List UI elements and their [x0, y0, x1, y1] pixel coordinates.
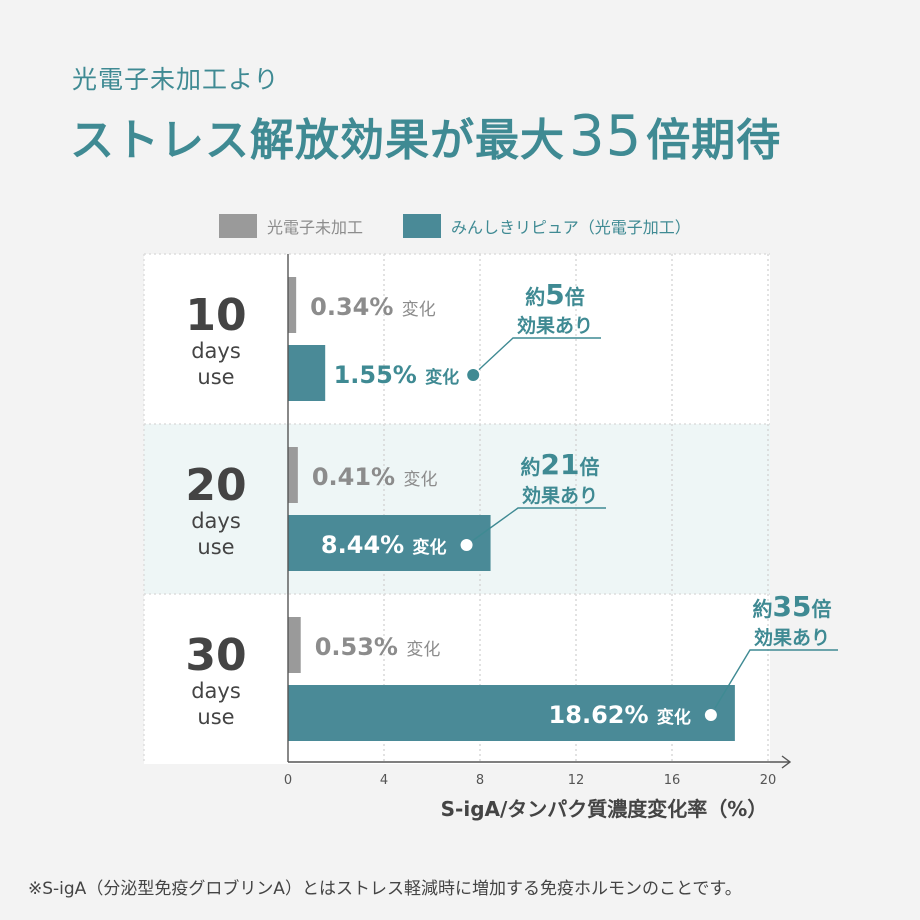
x-tick-label-16: 16	[664, 773, 681, 788]
callout-dot-1	[465, 367, 482, 383]
bar-gray-3	[288, 617, 301, 673]
category-unit-use-1: use	[197, 365, 234, 389]
category-unit-days-2: days	[191, 509, 241, 533]
legend-label-gray: 光電子未加工	[267, 218, 364, 237]
value-label-teal-3: 18.62% 変化	[549, 701, 691, 729]
x-tick-label-20: 20	[760, 773, 777, 788]
category-number-3: 30	[185, 630, 246, 681]
value-label-gray-3: 0.53% 変化	[315, 633, 441, 661]
bar-teal-1	[288, 345, 326, 401]
value-label-teal-2: 8.44% 変化	[321, 531, 447, 559]
title-number: 35	[569, 104, 643, 169]
x-axis-arrow	[781, 755, 792, 769]
x-axis-title: S-igA/タンパク質濃度変化率（%）	[441, 797, 768, 821]
category-unit-days-1: days	[191, 339, 241, 363]
legend-swatch-gray	[219, 214, 257, 238]
callout-line-3	[710, 649, 838, 716]
bar-gray-2	[288, 447, 298, 503]
callout-line-1	[472, 337, 601, 376]
category-unit-days-3: days	[191, 679, 241, 703]
callout-effect-2: 効果あり	[522, 484, 598, 507]
bar-teal-2	[288, 515, 491, 571]
value-label-teal-1: 1.55% 変化	[334, 361, 460, 389]
callout-effect-3: 効果あり	[754, 626, 830, 649]
bar-gray-1	[288, 277, 297, 333]
category-number-2: 20	[185, 460, 246, 511]
x-tick-label-8: 8	[476, 773, 484, 788]
row-background-1	[144, 254, 770, 424]
x-tick-label-4: 4	[380, 773, 388, 788]
callout-line-2	[466, 507, 606, 546]
title-post: 倍期待	[646, 115, 782, 166]
callout-ratio-1: 約5倍	[525, 278, 584, 311]
x-tick-label-12: 12	[568, 773, 585, 788]
x-tick-label-0: 0	[284, 773, 292, 788]
callout-dot-2	[458, 537, 475, 553]
callout-effect-1: 効果あり	[517, 314, 593, 337]
header-subtitle: 光電子未加工より	[72, 65, 280, 94]
header-title: ストレス解放効果が最大35倍期待	[70, 104, 781, 169]
chart-legend: 光電子未加工 みんしきリピュア（光電子加工）	[219, 214, 731, 238]
legend-label-teal: みんしきリピュア（光電子加工）	[451, 218, 691, 237]
bar-teal-3	[288, 685, 735, 741]
callout-dot-3	[702, 707, 719, 723]
category-unit-use-2: use	[197, 535, 234, 559]
footnote: ※S-igA（分泌型免疫グロブリンA）とはストレス軽減時に増加する免疫ホルモンの…	[28, 879, 742, 899]
value-label-gray-1: 0.34% 変化	[310, 293, 436, 321]
callout-ratio-2: 約21倍	[521, 448, 600, 481]
value-label-gray-2: 0.41% 変化	[312, 463, 438, 491]
title-pre: ストレス解放効果が最大	[70, 115, 565, 166]
legend-item-gray: 光電子未加工	[219, 214, 363, 238]
category-number-1: 10	[185, 290, 246, 341]
legend-item-teal: みんしきリピュア（光電子加工）	[403, 214, 691, 238]
legend-swatch-teal	[403, 214, 442, 238]
category-unit-use-3: use	[197, 705, 234, 729]
callout-ratio-3: 約35倍	[753, 590, 832, 623]
